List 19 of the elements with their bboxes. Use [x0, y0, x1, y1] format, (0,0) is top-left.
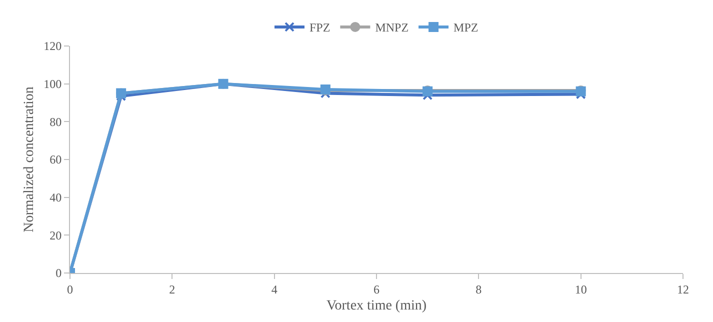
y-tick-label: 60 — [50, 152, 62, 167]
y-tick-label: 20 — [50, 228, 62, 242]
x-tick-label: 12 — [677, 282, 689, 296]
x-tick-label: 8 — [476, 282, 482, 296]
x-axis-title: Vortex time (min) — [326, 298, 427, 314]
legend-label: FPZ — [310, 20, 330, 35]
y-tick-label: 120 — [44, 39, 62, 54]
legend-label: MNPZ — [375, 20, 409, 35]
legend-label: MPZ — [454, 20, 478, 35]
y-tick-label: 40 — [50, 190, 62, 205]
x-tick-label: 0 — [67, 282, 73, 296]
x-tick-label: 10 — [574, 282, 587, 296]
y-tick-label: 80 — [50, 114, 62, 129]
y-tick-label: 100 — [44, 77, 62, 92]
x-tick-label: 4 — [271, 282, 278, 296]
y-tick-label: 0 — [56, 266, 62, 280]
x-tick-label: 6 — [374, 282, 380, 296]
x-tick-label: 2 — [169, 282, 176, 296]
y-axis-title: Normalized concentration — [22, 86, 38, 232]
